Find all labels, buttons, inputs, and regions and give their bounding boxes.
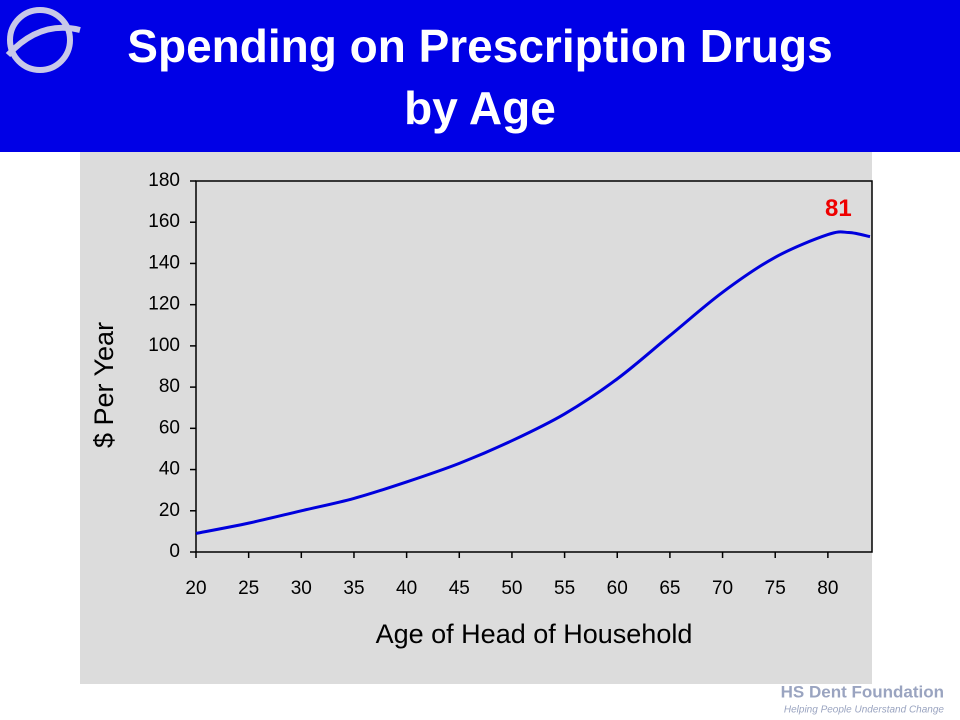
x-tick-label: 25 — [238, 578, 259, 599]
y-tick-label: 120 — [148, 294, 180, 315]
y-tick-label: 140 — [148, 252, 180, 273]
x-tick-label: 30 — [291, 578, 312, 599]
line — [195, 230, 871, 535]
y-axis-label: $ Per Year — [89, 322, 119, 448]
background-photo — [80, 152, 872, 684]
plot-frame — [195, 180, 873, 553]
chart-title: Spending on Prescription Drugs — [127, 20, 832, 72]
x-tick-label: 50 — [501, 578, 522, 599]
x-tick-label: 55 — [554, 578, 575, 599]
y-tick-label: 0 — [169, 541, 180, 562]
y-tick-label: 20 — [159, 500, 180, 521]
chart-title: by Age — [404, 82, 556, 134]
x-tick-label: 60 — [607, 578, 628, 599]
x-tick-label: 40 — [396, 578, 417, 599]
footer-name: HS Dent Foundation — [781, 682, 944, 701]
y-tick-label: 100 — [148, 335, 180, 356]
header-band — [0, 0, 960, 152]
y-tick-label: 180 — [148, 170, 180, 191]
x-tick-label: 20 — [185, 578, 206, 599]
x-tick-label: 70 — [712, 578, 733, 599]
y-tick-label: 40 — [159, 459, 180, 480]
x-tick-label: 45 — [449, 578, 470, 599]
x-tick-label: 35 — [343, 578, 364, 599]
y-tick-label: 80 — [159, 376, 180, 397]
y-tick-label: 60 — [159, 417, 180, 438]
logo — [5, 7, 81, 73]
x-tick-label: 80 — [817, 578, 838, 599]
x-tick-label: 65 — [659, 578, 680, 599]
x-tick-label: 75 — [765, 578, 786, 599]
footer-tagline: Helping People Understand Change — [784, 705, 945, 716]
x-axis-label: Age of Head of Household — [376, 619, 693, 649]
annotation: 81 — [825, 195, 852, 222]
y-tick-label: 160 — [148, 211, 180, 232]
